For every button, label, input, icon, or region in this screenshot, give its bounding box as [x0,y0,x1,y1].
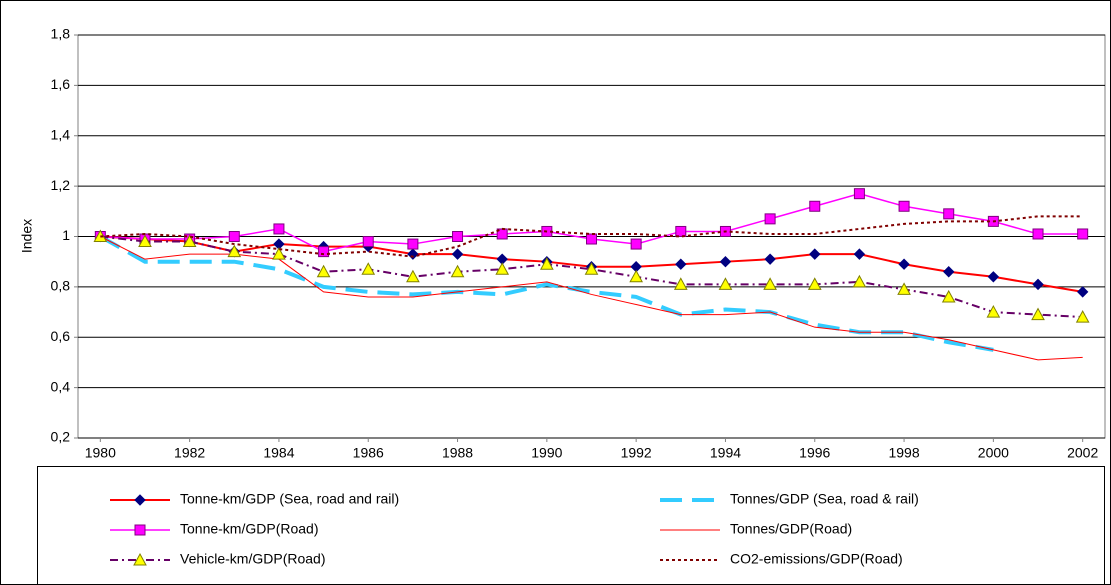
diamond-marker [451,248,464,260]
x-tick-label: 1980 [85,445,116,461]
triangle-marker [629,269,643,283]
square-marker [764,213,776,225]
x-tick-label: 1998 [888,445,919,461]
square-marker [407,238,419,250]
square-marker [675,225,687,237]
x-tick-label: 2002 [1067,445,1098,461]
y-axis-label: Index [19,219,35,253]
square-marker [452,231,464,242]
diamond-marker [407,248,419,260]
square-marker [228,231,240,242]
legend-label: Tonnes/GDP(Road) [730,521,852,537]
series-line [100,236,1083,361]
square-marker [943,208,955,220]
diamond-marker [987,271,1000,283]
x-tick-label: 1982 [174,445,205,461]
diamond-marker [943,266,955,278]
series-line [99,234,994,352]
square-marker [1077,228,1089,240]
square-marker [1032,228,1044,240]
square-marker [273,223,285,235]
legend-label: Tonne-km/GDP(Road) [180,521,319,537]
square-marker [318,246,330,258]
x-tick-label: 1994 [710,445,741,461]
x-tick-label: 1990 [531,445,562,461]
y-tick-label: 1,4 [51,126,71,142]
triangle-marker [673,277,688,290]
triangle-marker [361,262,376,275]
x-tick-label: 1986 [353,445,384,461]
legend-label: Vehicle-km/GDP(Road) [180,551,326,567]
x-tick-label: 2000 [978,445,1009,461]
triangle-marker [272,247,286,260]
triangle-marker [763,277,777,290]
series-line [100,235,1083,319]
triangle-marker [852,274,867,288]
triangle-marker [807,277,822,290]
square-marker [586,233,597,245]
diamond-marker [764,253,776,265]
y-tick-label: 0,4 [51,378,71,394]
triangle-marker [133,552,147,566]
legend-label: Tonne-km/GDP (Sea, road and rail) [180,491,399,507]
y-tick-label: 0,6 [51,328,71,344]
square-marker [362,236,374,248]
square-marker [898,200,910,212]
y-tick-label: 0,2 [51,429,71,445]
triangle-marker [227,244,242,258]
square-marker [630,238,642,250]
triangle-marker [1075,310,1090,323]
diamond-marker [134,494,146,506]
x-tick-label: 1984 [263,445,294,461]
square-marker [809,200,821,212]
triangle-marker [182,234,197,248]
triangle-marker [941,289,956,303]
triangle-marker [584,262,599,275]
y-tick-label: 1 [62,227,70,243]
y-tick-label: 0,8 [51,278,71,294]
square-marker [134,524,146,536]
square-marker [853,188,865,200]
diamond-marker [1076,286,1089,298]
y-tick-label: 1,2 [51,177,71,193]
triangle-marker [986,305,1001,318]
x-tick-label: 1988 [442,445,473,461]
y-tick-label: 1,6 [51,76,71,92]
x-tick-label: 1996 [799,445,830,461]
legend [37,466,1105,585]
diamond-marker [809,248,821,260]
triangle-marker [138,234,152,248]
triangle-marker [406,269,420,283]
diamond-marker [853,248,866,260]
triangle-marker [316,264,331,278]
diamond-marker [719,255,732,268]
triangle-marker [495,262,510,275]
y-tick-label: 1,8 [51,26,71,42]
triangle-marker [540,257,554,270]
x-tick-label: 1992 [621,445,652,461]
diamond-marker [675,258,687,270]
triangle-marker [1031,307,1045,321]
diamond-marker [1032,278,1044,291]
diamond-marker [898,258,910,270]
legend-label: Tonnes/GDP (Sea, road & rail) [730,491,919,507]
legend-label: CO2-emissions/GDP(Road) [730,551,903,567]
series-line [100,215,1083,258]
triangle-marker [450,264,465,278]
triangle-marker [718,277,733,290]
triangle-marker [897,282,911,295]
